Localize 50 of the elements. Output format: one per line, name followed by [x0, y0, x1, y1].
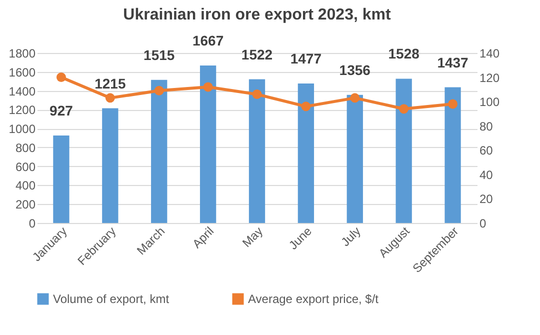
data-label: 1667	[192, 32, 224, 49]
data-label: 1437	[437, 54, 469, 70]
point	[399, 104, 409, 114]
y-tick-label: 600	[15, 160, 36, 174]
y2-tick-label: 140	[480, 46, 500, 60]
y-tick-label: 1800	[8, 46, 36, 60]
y2-tick-label: 20	[480, 192, 494, 206]
y-tick-label: 1400	[8, 84, 36, 98]
bar	[346, 94, 363, 223]
y2-tick-label: 0	[480, 216, 486, 230]
data-label: 1215	[94, 75, 126, 92]
bar	[248, 79, 266, 223]
y-tick-label: 1600	[8, 65, 36, 80]
y2-tick-label: 80	[480, 119, 494, 134]
data-label: 1528	[388, 46, 420, 62]
data-label: 1522	[241, 46, 273, 62]
y-tick-label: 200	[15, 198, 36, 212]
point	[105, 93, 115, 103]
data-label: 1356	[339, 62, 371, 78]
legend-label: Average export price, $/t	[248, 292, 380, 306]
y-tick-label: 400	[15, 178, 36, 193]
point	[301, 102, 311, 112]
legend-label: Volume of export, kmt	[53, 292, 170, 306]
y2-tick-label: 40	[480, 168, 494, 182]
data-label: 1477	[290, 50, 322, 67]
bar	[151, 80, 168, 223]
point	[448, 99, 458, 109]
y2-tick-label: 100	[480, 95, 500, 110]
bar	[444, 87, 461, 223]
bar	[396, 78, 412, 223]
data-label: 927	[50, 102, 74, 118]
y-tick-label: 1000	[8, 122, 36, 136]
y2-tick-label: 120	[480, 70, 500, 85]
y2-tick-label: 60	[480, 144, 494, 158]
point	[56, 72, 66, 82]
point	[203, 82, 213, 92]
chart-title: Ukrainian iron ore export 2023, kmt	[123, 6, 392, 24]
point	[350, 93, 360, 103]
point	[154, 86, 164, 96]
bar	[102, 108, 118, 223]
x-tick-label: May	[240, 224, 266, 250]
data-label: 1515	[144, 46, 175, 63]
x-tick-label: July	[338, 224, 364, 250]
bar	[53, 135, 70, 223]
bar	[298, 84, 314, 223]
point	[252, 90, 262, 100]
bar	[200, 66, 216, 223]
y-tick-label: 800	[15, 140, 36, 155]
y-tick-label: 1200	[8, 103, 36, 118]
y-tick-label: 0	[28, 216, 36, 230]
